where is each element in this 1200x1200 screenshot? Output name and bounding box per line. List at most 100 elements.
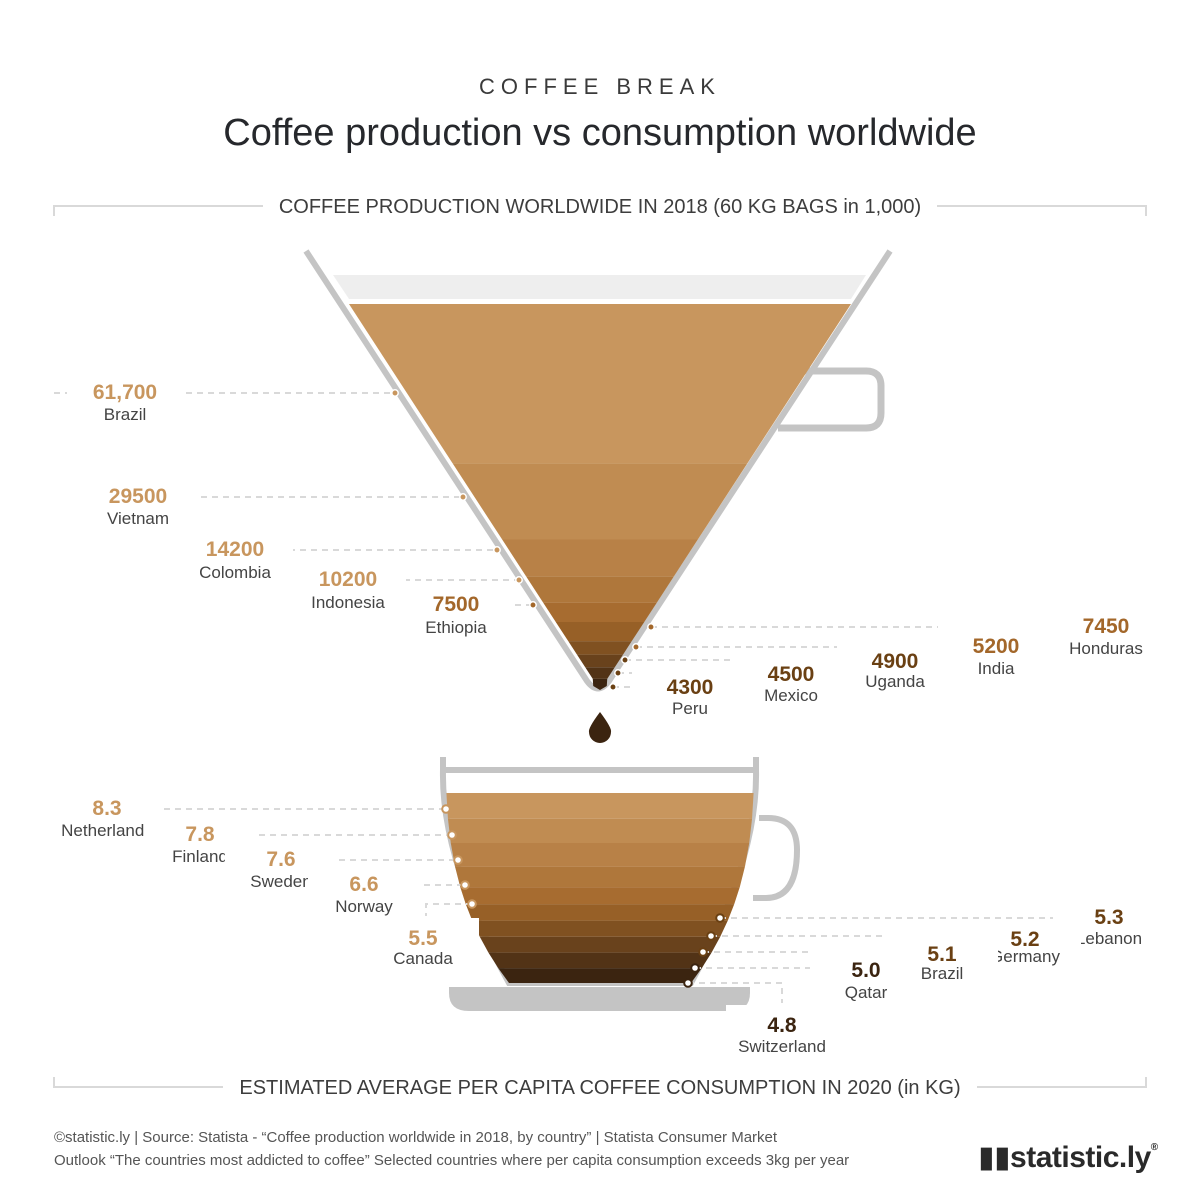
production-label-bg-honduras — [1048, 604, 1164, 658]
consumption-value-germany: 5.2 — [1010, 928, 1039, 951]
consumption-value-qatar: 5.0 — [851, 959, 880, 982]
brand-logo[interactable]: ▮▮statistic.ly® — [978, 1141, 1158, 1174]
production-value-uganda: 4900 — [872, 650, 919, 673]
production-label-bg-mexico — [733, 652, 849, 706]
consumption-layer-switzerland — [498, 968, 702, 983]
production-layer-honduras — [555, 621, 645, 642]
consumption-layer-sweden — [450, 842, 750, 867]
consumption-section-title: ESTIMATED AVERAGE PER CAPITA COFFEE CONS… — [0, 1077, 1200, 1100]
consumption-label-bg-switzerland — [726, 1005, 838, 1055]
production-layer-india — [568, 641, 632, 655]
consumption-marker-qatar — [690, 963, 700, 973]
production-label-bg-brazil — [67, 370, 183, 424]
dripper-handle — [778, 367, 885, 432]
production-layer-peru — [592, 678, 608, 690]
production-layer-colombia — [502, 539, 698, 577]
production-value-india: 5200 — [973, 635, 1020, 658]
cup-rim — [440, 757, 759, 773]
production-country-brazil: Brazil — [104, 405, 147, 424]
consumption-layer-norway — [455, 866, 745, 888]
production-marker-india — [632, 643, 640, 651]
production-marker-indonesia — [515, 576, 523, 584]
dripper-fill — [349, 304, 851, 690]
production-country-ethiopia: Ethiopia — [425, 618, 487, 637]
consumption-country-sweden: Sweden — [250, 872, 311, 891]
production-country-honduras: Honduras — [1069, 639, 1143, 658]
consumption-marker-switzerland — [683, 978, 693, 988]
production-label-bg-vietnam — [80, 474, 196, 528]
consumption-marker-germany — [706, 931, 716, 941]
production-section-title: COFFEE PRODUCTION WORLDWIDE IN 2018 (60 … — [0, 196, 1200, 219]
production-value-honduras: 7450 — [1083, 615, 1130, 638]
page-title: Coffee production vs consumption worldwi… — [223, 112, 977, 154]
consumption-label-bg-norway — [308, 864, 420, 914]
consumption-marker-brazil — [698, 947, 708, 957]
kicker: COFFEE BREAK — [479, 74, 721, 99]
production-marker-ethiopia — [529, 601, 537, 609]
consumption-value-sweden: 7.6 — [266, 848, 295, 871]
consumption-value-lebanon: 5.3 — [1094, 906, 1123, 929]
consumption-marker-lebanon — [715, 913, 725, 923]
production-country-colombia: Colombia — [199, 563, 271, 582]
consumption-label-bg-qatar — [810, 950, 922, 1000]
production-value-ethiopia: 7500 — [433, 593, 480, 616]
cup-handle — [753, 815, 801, 901]
production-label-bg-colombia — [177, 527, 293, 581]
production-layer-mexico — [585, 667, 615, 679]
production-marker-colombia — [493, 546, 501, 554]
consumption-value-brazil: 5.1 — [927, 943, 957, 966]
production-layer-indonesia — [526, 576, 674, 603]
production-country-vietnam: Vietnam — [107, 509, 169, 528]
production-label-bg-india — [938, 624, 1054, 678]
production-country-indonesia: Indonesia — [311, 593, 385, 612]
consumption-layer-lebanon — [465, 904, 735, 921]
saucer — [449, 987, 750, 1011]
consumption-country-canada: Canada — [393, 949, 453, 968]
production-label-bg-ethiopia — [398, 582, 514, 636]
consumption-layer-canada — [460, 887, 740, 905]
production-label-bg-uganda — [837, 639, 953, 693]
source-note: ©statistic.ly | Source: Statista - “Coff… — [54, 1126, 954, 1172]
production-value-vietnam: 29500 — [109, 485, 167, 508]
production-value-mexico: 4500 — [768, 663, 815, 686]
source-line-2: Outlook “The countries most addicted to … — [54, 1152, 850, 1169]
consumption-layer-brazil — [479, 936, 721, 953]
production-layer-uganda — [576, 654, 624, 668]
consumption-layer-qatar — [488, 952, 712, 969]
consumption-label-bg-canada — [367, 918, 479, 968]
consumption-country-brazil: Brazil — [921, 964, 964, 983]
consumption-value-finland: 7.8 — [185, 823, 215, 846]
consumption-layer-germany — [472, 920, 728, 937]
consumption-country-germany: Germany — [990, 947, 1060, 966]
consumption-country-switzerland: Switzerland — [738, 1037, 826, 1056]
production-marker-peru — [609, 683, 617, 691]
production-marker-brazil — [391, 389, 399, 397]
consumption-country-netherlands: Netherlands — [61, 821, 153, 840]
production-marker-uganda — [621, 656, 629, 664]
consumption-marker-finland — [447, 830, 457, 840]
consumption-leader-switzerland — [688, 982, 783, 1003]
production-value-peru: 4300 — [667, 676, 714, 699]
consumption-value-norway: 6.6 — [349, 873, 378, 896]
production-value-brazil: 61,700 — [93, 381, 157, 404]
source-line-1: ©statistic.ly | Source: Statista - “Coff… — [54, 1129, 778, 1146]
production-label-bg-indonesia — [290, 557, 406, 611]
consumption-country-norway: Norway — [335, 897, 393, 916]
production-value-colombia: 14200 — [206, 538, 264, 561]
consumption-value-switzerland: 4.8 — [767, 1014, 797, 1037]
production-layer-ethiopia — [543, 602, 657, 622]
consumption-value-canada: 5.5 — [408, 927, 438, 950]
production-label-bg-peru — [632, 665, 748, 719]
consumption-country-lebanon: Lebanon — [1076, 929, 1142, 948]
production-marker-vietnam — [459, 493, 467, 501]
production-marker-mexico — [614, 669, 622, 677]
production-value-indonesia: 10200 — [319, 568, 377, 591]
consumption-country-qatar: Qatar — [845, 983, 888, 1002]
consumption-layer-netherlands — [446, 793, 754, 819]
dripper-rim — [333, 275, 866, 299]
production-layer-vietnam — [452, 463, 748, 540]
production-marker-honduras — [647, 623, 655, 631]
consumption-marker-sweden — [453, 855, 463, 865]
consumption-marker-norway — [460, 880, 470, 890]
